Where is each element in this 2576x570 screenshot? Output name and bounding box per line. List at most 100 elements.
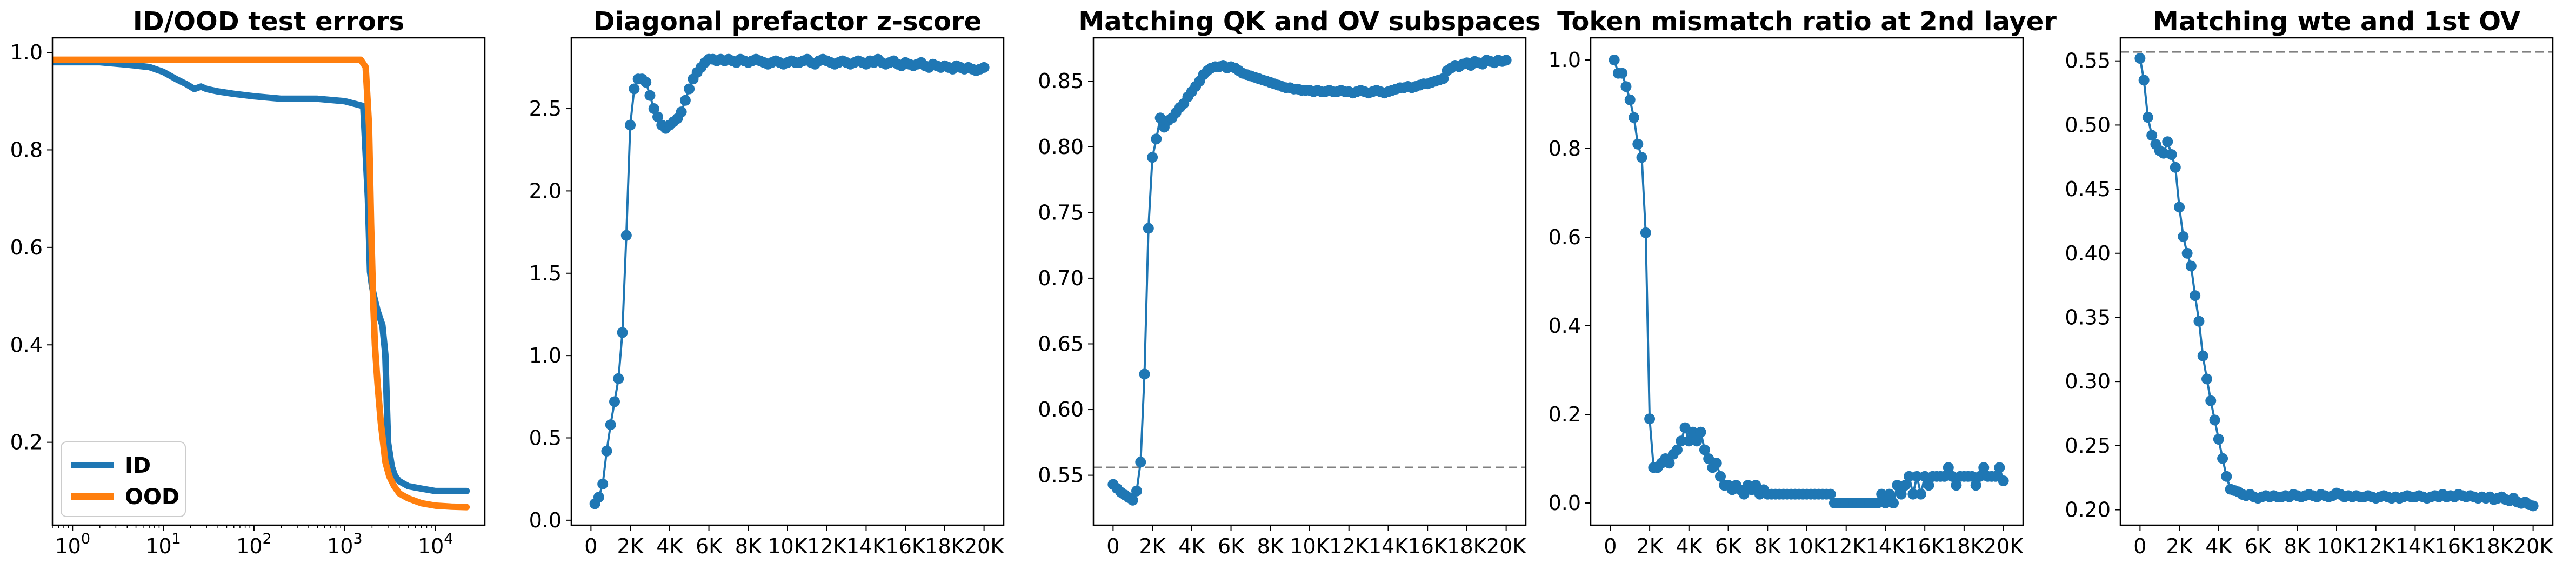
data-point [1617,68,1628,79]
x-tick-exponent: 0 [81,531,90,547]
data-point [1904,471,1915,482]
data-point [1636,152,1647,163]
x-tick-base: 10 [145,534,171,558]
axes-frame [1590,37,2024,526]
y-tick-label: 1.0 [1549,48,1581,72]
x-tick-label: 4K [656,534,683,558]
data-point [1974,471,1985,482]
plot-area [1609,55,2009,508]
data-point [679,95,691,106]
series-line-1 [1613,59,2005,504]
data-point [1880,498,1891,508]
x-tick-label: 12K [2356,534,2396,558]
x-tick-label: 6K [2245,534,2272,558]
x-tick-label: 4K [2205,534,2232,558]
x-tick-label: 6K [1715,534,1742,558]
plot-area [52,56,470,511]
data-point [1609,55,1620,65]
legend-label: ID [125,453,151,478]
y-tick-label: 0.45 [2065,177,2111,201]
y-tick-label: 0.50 [2065,113,2111,137]
data-point [1135,457,1146,468]
y-tick-label: 0.65 [1038,332,1084,356]
chart-title: Diagonal prefactor z-score [593,6,982,37]
x-tick-label: 14K [1369,534,1409,558]
y-tick-label: 0.30 [2065,370,2111,393]
data-point [2185,260,2197,272]
data-point [644,90,656,101]
y-tick-label: 0.0 [1549,491,1581,515]
x-tick-label: 0 [2133,534,2146,558]
x-tick-label: 2K [1637,534,1664,558]
chart-title: Matching QK and OV subspaces [1078,6,1540,37]
data-point [2146,130,2158,141]
data-point [1147,152,1158,163]
data-point [1884,488,1895,500]
x-tick-label: 2K [1139,534,1166,558]
x-tick-label: 20K [964,534,1004,558]
data-point [605,419,616,431]
chart-title: Token mismatch ratio at 2nd layer [1557,6,2057,37]
x-tick-label: 2K [617,534,644,558]
data-point [1703,453,1714,464]
x-tick-label: 0 [1604,534,1617,558]
data-point [684,83,695,95]
y-tick-label: 0.4 [10,333,43,357]
x-tick-label: 8K [1754,534,1781,558]
data-point [1994,462,2005,473]
x-tick-label: 10K [768,534,807,558]
y-tick-label: 0.75 [1038,200,1084,224]
y-tick-label: 2.0 [529,179,562,203]
x-tick-base: 10 [236,534,262,558]
data-point [1672,444,1683,455]
series-line-1 [2139,57,2534,507]
x-tick-label: 0 [584,534,597,558]
x-tick-label: 18K [925,534,965,558]
plot-area [2120,51,2553,512]
data-point [1966,471,1978,482]
x-tick-label: 8K [2284,534,2311,558]
data-point [2178,231,2189,242]
data-point [1143,223,1154,234]
chart-4: Token mismatch ratio at 2nd layer 0.0 0.2 0… [1549,6,2057,558]
x-tick-label: 101 [145,531,181,558]
data-point [601,445,612,457]
y-tick-label: 1.5 [529,261,562,285]
x-tick-label: 18K [1944,534,1984,558]
y-tick-label: 0.35 [2065,305,2111,329]
axes-frame [1092,37,1527,526]
data-point [2213,433,2224,445]
data-point [1683,435,1694,447]
data-point [1127,494,1138,506]
y-tick-label: 0.2 [10,431,43,454]
data-point [640,77,652,88]
data-point [1624,94,1636,105]
data-point [1691,435,1703,447]
data-point [1715,471,1726,482]
x-tick-label: 2K [2166,534,2193,558]
x-tick-label: 14K [846,534,886,558]
x-tick-label: 8K [1257,534,1284,558]
data-point [2162,136,2173,147]
data-point [1695,426,1706,438]
y-tick-label: 0.80 [1038,135,1084,159]
x-tick-exponent: 1 [172,531,181,547]
x-tick-label: 12K [807,534,847,558]
data-point [2205,395,2217,406]
x-tick-label: 20K [1984,534,2024,558]
x-tick-label: 14K [2395,534,2435,558]
data-point [1825,488,1836,500]
data-point [1664,458,1675,469]
data-point [1888,498,1899,508]
x-tick-label: 18K [1447,534,1487,558]
x-tick-exponent: 3 [353,531,362,547]
chart-title: Matching wte and 1st OV [2153,6,2520,37]
plot-area [589,53,990,509]
data-point [2181,247,2193,259]
x-tick-label: 10K [1787,534,1827,558]
data-point [2166,149,2177,160]
data-point [1919,471,1931,482]
data-point [1629,112,1639,123]
y-tick-label: 0.55 [2065,49,2111,73]
